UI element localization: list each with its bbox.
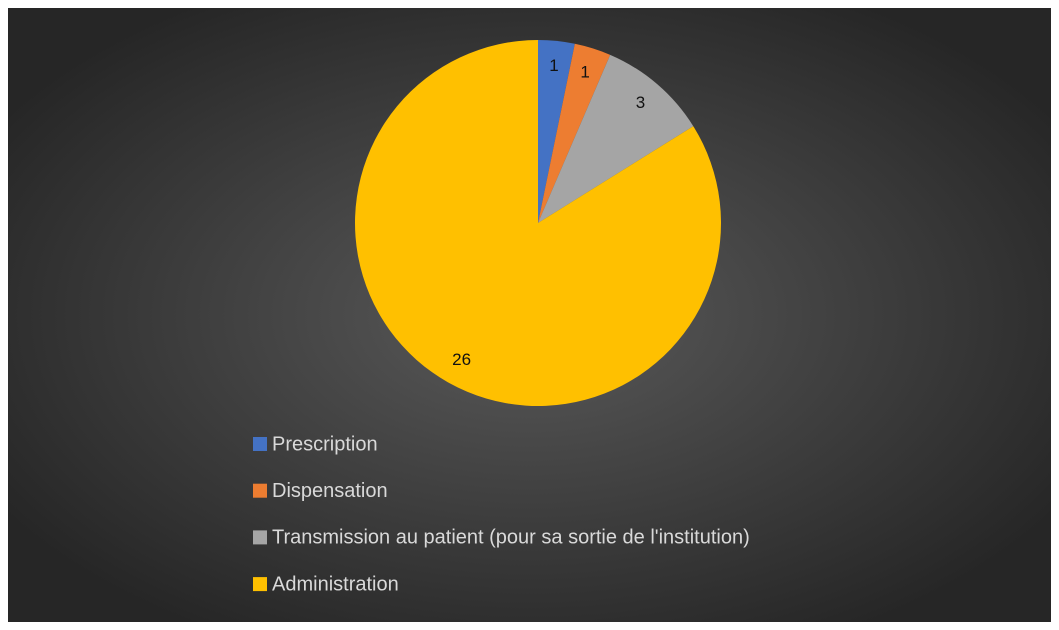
- legend-swatch: [253, 437, 267, 451]
- data-label: 1: [580, 62, 589, 81]
- legend-label: Transmission au patient (pour sa sortie …: [272, 527, 750, 549]
- legend-swatch: [253, 577, 267, 592]
- data-label: 1: [549, 56, 558, 75]
- pie-slice: [538, 40, 575, 223]
- pie-slice: [538, 43, 611, 224]
- data-label: 3: [636, 93, 645, 112]
- legend-label: Administration: [272, 573, 399, 595]
- data-label: 26: [452, 350, 471, 369]
- legend-label: Prescription: [272, 433, 378, 455]
- legend-label: Dispensation: [272, 480, 388, 502]
- pie-slice: [354, 40, 721, 407]
- legend-swatch: [253, 530, 267, 545]
- pie-slice: [538, 54, 694, 223]
- legend-swatch: [253, 483, 267, 498]
